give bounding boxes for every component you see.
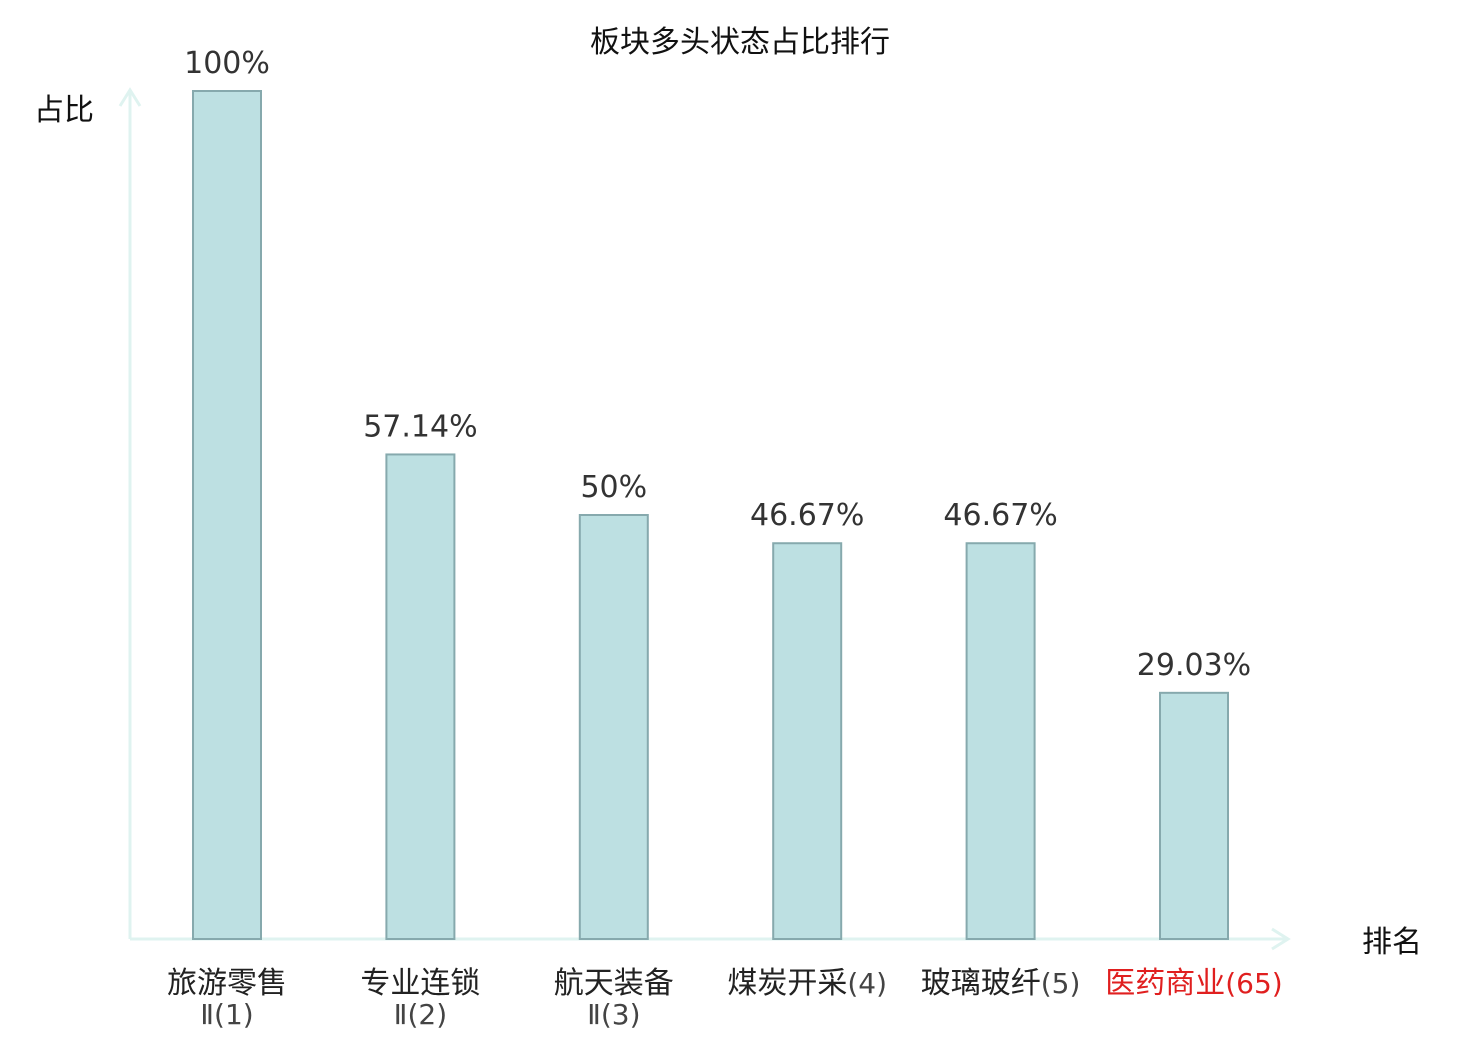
x-axis-arrow: [1271, 927, 1291, 951]
category-label: 专业连锁: [360, 966, 480, 1001]
category-rank-label: Ⅱ(2): [394, 998, 447, 1031]
category-label: 旅游零售: [167, 966, 287, 1001]
category-name: 医药商业: [1105, 966, 1225, 1001]
bar-value-label: 46.67%: [943, 498, 1057, 533]
category-name: 玻璃玻纤: [921, 966, 1041, 1001]
category-rank-label: Ⅱ(1): [200, 998, 253, 1031]
bar: [965, 542, 1036, 940]
bar-value-label: 46.67%: [750, 498, 864, 533]
y-axis-label: 占比: [34, 93, 94, 128]
bar-value-label: 100%: [184, 46, 270, 81]
bar-value-label: 29.03%: [1137, 648, 1251, 683]
bar: [385, 453, 456, 940]
category-label: 航天装备: [554, 966, 674, 1001]
category-label: 玻璃玻纤(5): [921, 966, 1081, 1001]
category-label: 医药商业(65): [1105, 966, 1282, 1001]
category-rank: (4): [847, 967, 887, 1000]
bar: [192, 90, 262, 940]
category-name: 煤炭开采: [727, 966, 847, 1001]
bar-value-label: 50%: [580, 470, 647, 505]
category-rank: (5): [1041, 967, 1081, 1000]
bars-group: [192, 90, 1229, 941]
category-rank-label: Ⅱ(3): [587, 998, 640, 1031]
axes: [118, 87, 1291, 951]
bar: [1159, 691, 1229, 941]
category-label: 煤炭开采(4): [727, 966, 887, 1001]
value-labels-group: 100% 57.14% 50% 46.67% 46.67% 29.03%: [184, 46, 1251, 683]
category-rank: (65): [1225, 967, 1282, 1000]
bar: [578, 514, 649, 940]
x-axis-label: 排名: [1362, 925, 1422, 960]
y-axis-arrow: [118, 87, 142, 107]
chart-title: 板块多头状态占比排行: [590, 25, 890, 60]
bar-value-label: 57.14%: [363, 409, 477, 444]
bar: [772, 542, 843, 940]
